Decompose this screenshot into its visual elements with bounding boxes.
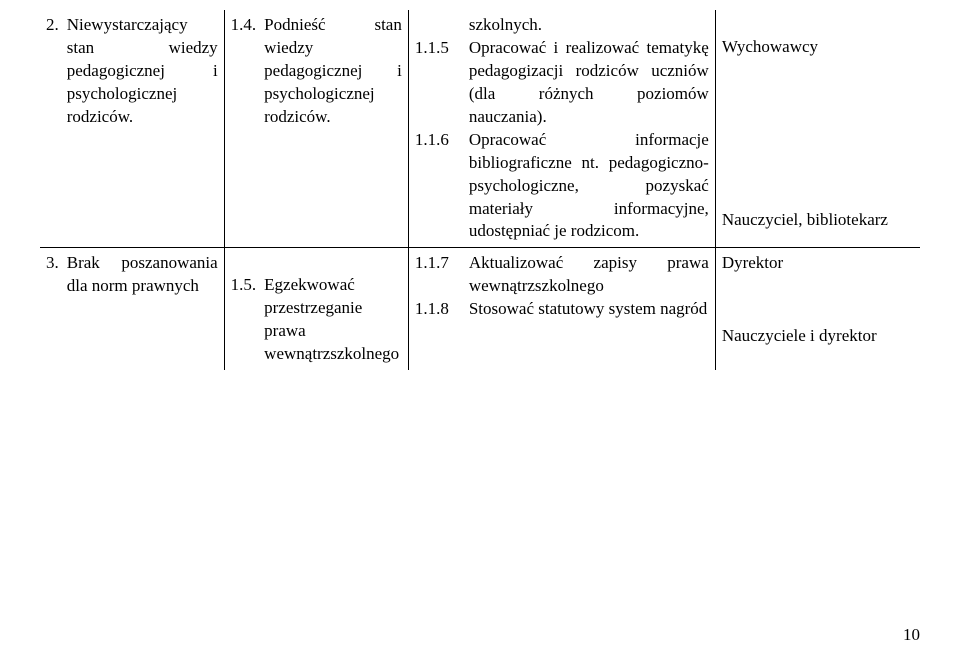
cell-responsible: Dyrektor Nauczyciele i dyrektor: [715, 248, 920, 370]
task-text: Opracować informacje bibliograficzne nt.…: [469, 129, 709, 244]
item-text: Egzekwować przestrzeganie prawa wewnątrz…: [264, 274, 402, 366]
table-row: 3. Brak poszanowania dla norm prawnych 1…: [40, 248, 920, 370]
cell-problem: 2. Niewystarczający stan wiedzy pedagogi…: [40, 10, 224, 248]
task-text: Aktualizować zapisy prawa wewnątrzszkoln…: [469, 252, 709, 298]
responsible-text: Wychowawcy: [722, 36, 914, 59]
task-item: 1.1.6 Opracować informacje bibliograficz…: [415, 129, 709, 244]
page-number: 10: [903, 625, 920, 645]
task-number: 1.1.8: [415, 298, 459, 321]
responsible-text: Dyrektor: [722, 252, 914, 275]
responsible-text: Nauczyciel, bibliotekarz: [722, 209, 914, 232]
task-item: 1.1.5 Opracować i realizować tematykę pe…: [415, 37, 709, 129]
item-number: 3.: [46, 252, 59, 298]
cell-tasks: 1.1.7 Aktualizować zapisy prawa wewnątrz…: [408, 248, 715, 370]
task-number: 1.1.7: [415, 252, 459, 298]
item-text: Niewystarczający stan wiedzy pedagogiczn…: [67, 14, 218, 129]
item-text: Podnieść stan wiedzy pedagogicznej i psy…: [264, 14, 402, 129]
document-table: 2. Niewystarczający stan wiedzy pedagogi…: [40, 10, 920, 370]
item-number: 1.5.: [231, 274, 257, 366]
task-item: 1.1.7 Aktualizować zapisy prawa wewnątrz…: [415, 252, 709, 298]
task-prefix: szkolnych.: [469, 14, 709, 37]
task-number: 1.1.5: [415, 37, 459, 129]
task-text: Opracować i realizować tematykę pedagogi…: [469, 37, 709, 129]
item-number: 1.4.: [231, 14, 257, 129]
item-number: 2.: [46, 14, 59, 129]
responsible-text: Nauczyciele i dyrektor: [722, 325, 914, 348]
cell-problem: 3. Brak poszanowania dla norm prawnych: [40, 248, 224, 370]
cell-goal: 1.5. Egzekwować przestrzeganie prawa wew…: [224, 248, 408, 370]
task-text: Stosować statutowy system nagród: [469, 298, 709, 321]
page: 2. Niewystarczający stan wiedzy pedagogi…: [0, 0, 960, 657]
task-number: 1.1.6: [415, 129, 459, 244]
task-item: 1.1.8 Stosować statutowy system nagród: [415, 298, 709, 321]
table-row: 2. Niewystarczający stan wiedzy pedagogi…: [40, 10, 920, 248]
cell-goal: 1.4. Podnieść stan wiedzy pedagogicznej …: [224, 10, 408, 248]
cell-tasks: szkolnych. 1.1.5 Opracować i realizować …: [408, 10, 715, 248]
spacer: [415, 14, 459, 37]
cell-responsible: Wychowawcy Nauczyciel, bibliotekarz: [715, 10, 920, 248]
item-text: Brak poszanowania dla norm prawnych: [67, 252, 218, 298]
